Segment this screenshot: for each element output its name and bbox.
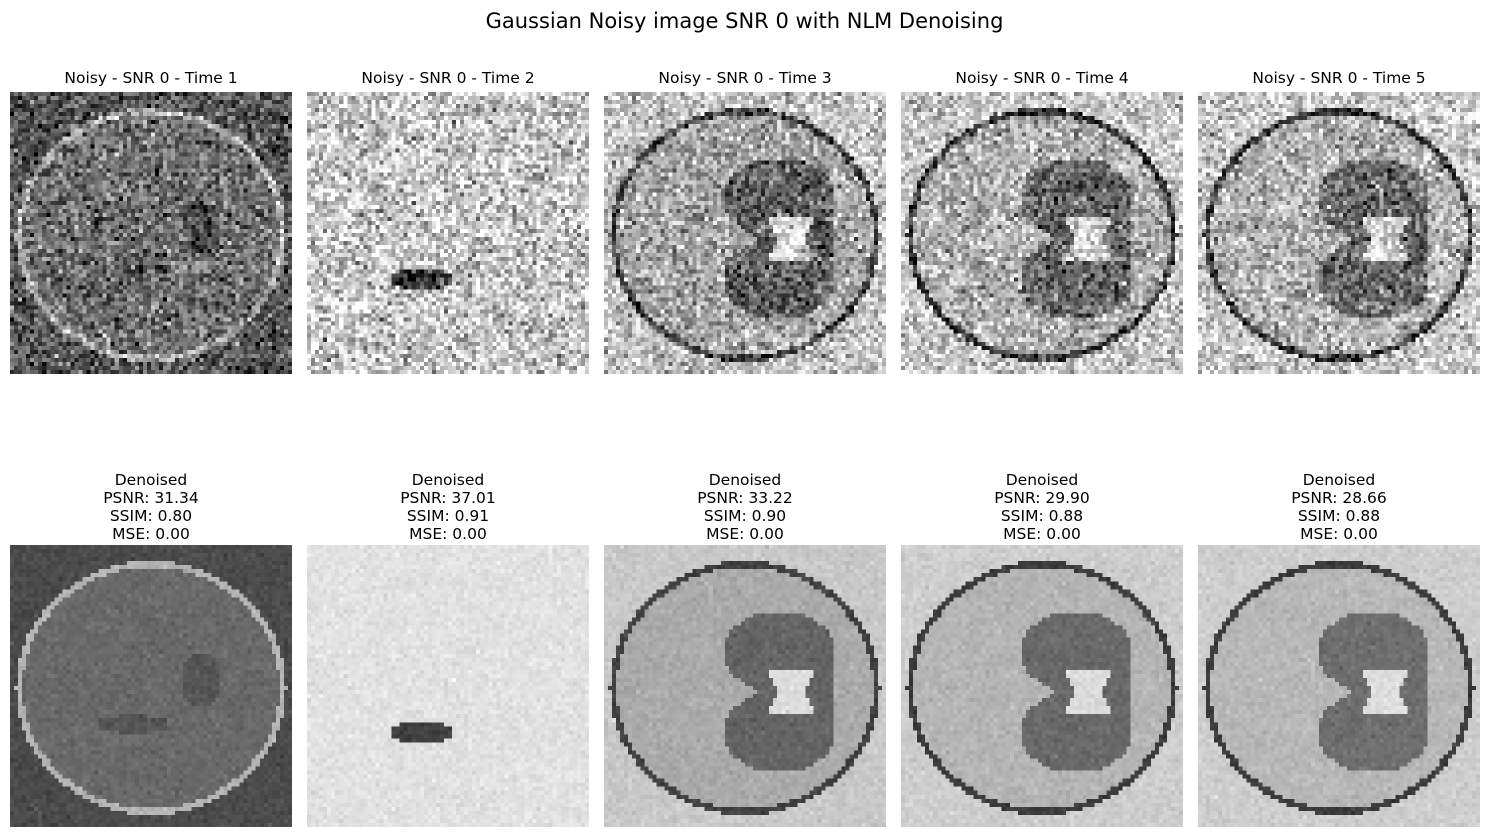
denoised-canvas-2 — [307, 545, 589, 827]
denoised-canvas-5 — [1198, 545, 1480, 827]
denoised-canvas-3 — [604, 545, 886, 827]
noisy-title-5: Noisy - SNR 0 - Time 5 — [1252, 69, 1426, 87]
mse-value: MSE: 0.00 — [1300, 525, 1378, 543]
denoised-image-2 — [307, 545, 589, 827]
noisy-image-2 — [307, 92, 589, 374]
noisy-title-2: Noisy - SNR 0 - Time 2 — [361, 69, 535, 87]
ssim-value: SSIM: 0.80 — [109, 507, 193, 525]
noisy-image-3 — [604, 92, 886, 374]
denoised-label: Denoised — [708, 471, 782, 489]
noisy-canvas-3 — [604, 92, 886, 374]
noisy-title-4: Noisy - SNR 0 - Time 4 — [955, 69, 1129, 87]
mse-value: MSE: 0.00 — [706, 525, 784, 543]
denoised-label: Denoised — [114, 471, 188, 489]
noisy-title-1: Noisy - SNR 0 - Time 1 — [64, 69, 238, 87]
noisy-canvas-2 — [307, 92, 589, 374]
psnr-value: PSNR: 37.01 — [400, 489, 496, 507]
mse-value: MSE: 0.00 — [1003, 525, 1081, 543]
denoised-canvas-1 — [10, 545, 292, 827]
denoised-label: Denoised — [1302, 471, 1376, 489]
noisy-canvas-5 — [1198, 92, 1480, 374]
denoised-title-5: Denoised PSNR: 28.66 SSIM: 0.88 MSE: 0.0… — [1198, 471, 1480, 543]
noisy-image-5 — [1198, 92, 1480, 374]
mse-value: MSE: 0.00 — [409, 525, 487, 543]
noisy-image-4 — [901, 92, 1183, 374]
denoised-label: Denoised — [1005, 471, 1079, 489]
figure-title: Gaussian Noisy image SNR 0 with NLM Deno… — [485, 9, 1004, 33]
denoised-title-3: Denoised PSNR: 33.22 SSIM: 0.90 MSE: 0.0… — [604, 471, 886, 543]
psnr-value: PSNR: 31.34 — [103, 489, 199, 507]
ssim-value: SSIM: 0.88 — [1000, 507, 1084, 525]
denoised-canvas-4 — [901, 545, 1183, 827]
noisy-canvas-4 — [901, 92, 1183, 374]
denoised-image-5 — [1198, 545, 1480, 827]
psnr-value: PSNR: 33.22 — [697, 489, 793, 507]
denoised-label: Denoised — [411, 471, 485, 489]
denoised-title-2: Denoised PSNR: 37.01 SSIM: 0.91 MSE: 0.0… — [307, 471, 589, 543]
mse-value: MSE: 0.00 — [112, 525, 190, 543]
ssim-value: SSIM: 0.91 — [406, 507, 490, 525]
denoised-image-1 — [10, 545, 292, 827]
denoised-title-4: Denoised PSNR: 29.90 SSIM: 0.88 MSE: 0.0… — [901, 471, 1183, 543]
psnr-value: PSNR: 28.66 — [1291, 489, 1387, 507]
noisy-title-3: Noisy - SNR 0 - Time 3 — [658, 69, 832, 87]
denoised-image-3 — [604, 545, 886, 827]
noisy-canvas-1 — [10, 92, 292, 374]
noisy-image-1 — [10, 92, 292, 374]
denoised-image-4 — [901, 545, 1183, 827]
denoised-title-1: Denoised PSNR: 31.34 SSIM: 0.80 MSE: 0.0… — [10, 471, 292, 543]
ssim-value: SSIM: 0.90 — [703, 507, 787, 525]
ssim-value: SSIM: 0.88 — [1297, 507, 1381, 525]
psnr-value: PSNR: 29.90 — [994, 489, 1090, 507]
